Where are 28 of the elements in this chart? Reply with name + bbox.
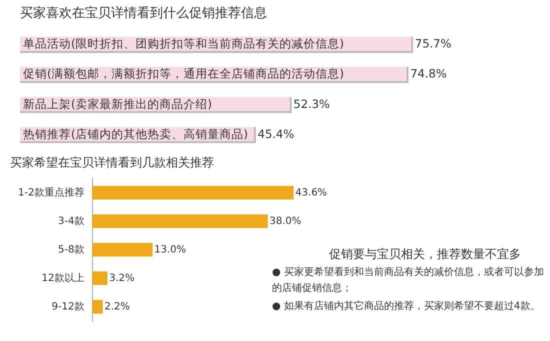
- y-tick-label: 单品活动(限时折扣、团购折扣等和当前商品有关的减价信息): [23, 36, 344, 51]
- annotation: ● 买家更希望看到和当前商品有关的减价信息，或者可以参加的店铺促销信息；: [272, 266, 545, 296]
- chart-title: 买家喜欢在宝贝详情看到什么促销推荐信息: [20, 5, 267, 22]
- data-label: 75.7%: [414, 36, 452, 51]
- data-label: 13.0%: [154, 244, 186, 256]
- y-tick-label: 3-4款: [58, 216, 84, 227]
- y-tick-label: 促销(满额包邮，满额折扣等，通用在全店铺商品的活动信息): [23, 66, 344, 81]
- bar: [92, 186, 294, 200]
- data-label: 45.4%: [258, 126, 294, 141]
- y-tick-label: 9-12款: [52, 301, 84, 312]
- bar: [92, 271, 108, 286]
- data-label: 74.8%: [410, 66, 447, 81]
- data-label: 43.6%: [295, 187, 328, 198]
- y-tick-label: 热销推荐(店铺内的其他热卖、高销量商品): [23, 126, 248, 141]
- bar: [92, 214, 268, 228]
- bar: [92, 242, 153, 257]
- annotation: ● 如果有店铺内其它商品的推荐，买家则希望不要超过4款。: [272, 300, 542, 314]
- data-label: 2.2%: [104, 301, 130, 312]
- data-label: 3.2%: [109, 272, 134, 284]
- y-tick-label: 1-2款重点推荐: [18, 186, 84, 198]
- data-label: 52.3%: [293, 96, 330, 111]
- y-tick-label: 新品上架(卖家最新推出的商品介绍): [23, 96, 212, 111]
- bar: [92, 300, 103, 314]
- chart-title: 买家希望在宝贝详情看到几款相关推荐: [10, 155, 214, 170]
- text: 促销要与宝贝相关，推荐数量不宜多: [328, 246, 522, 262]
- y-tick-label: 5-8款: [58, 244, 84, 256]
- y-tick-label: 12款以上: [42, 272, 84, 284]
- data-label: 38.0%: [269, 216, 302, 227]
